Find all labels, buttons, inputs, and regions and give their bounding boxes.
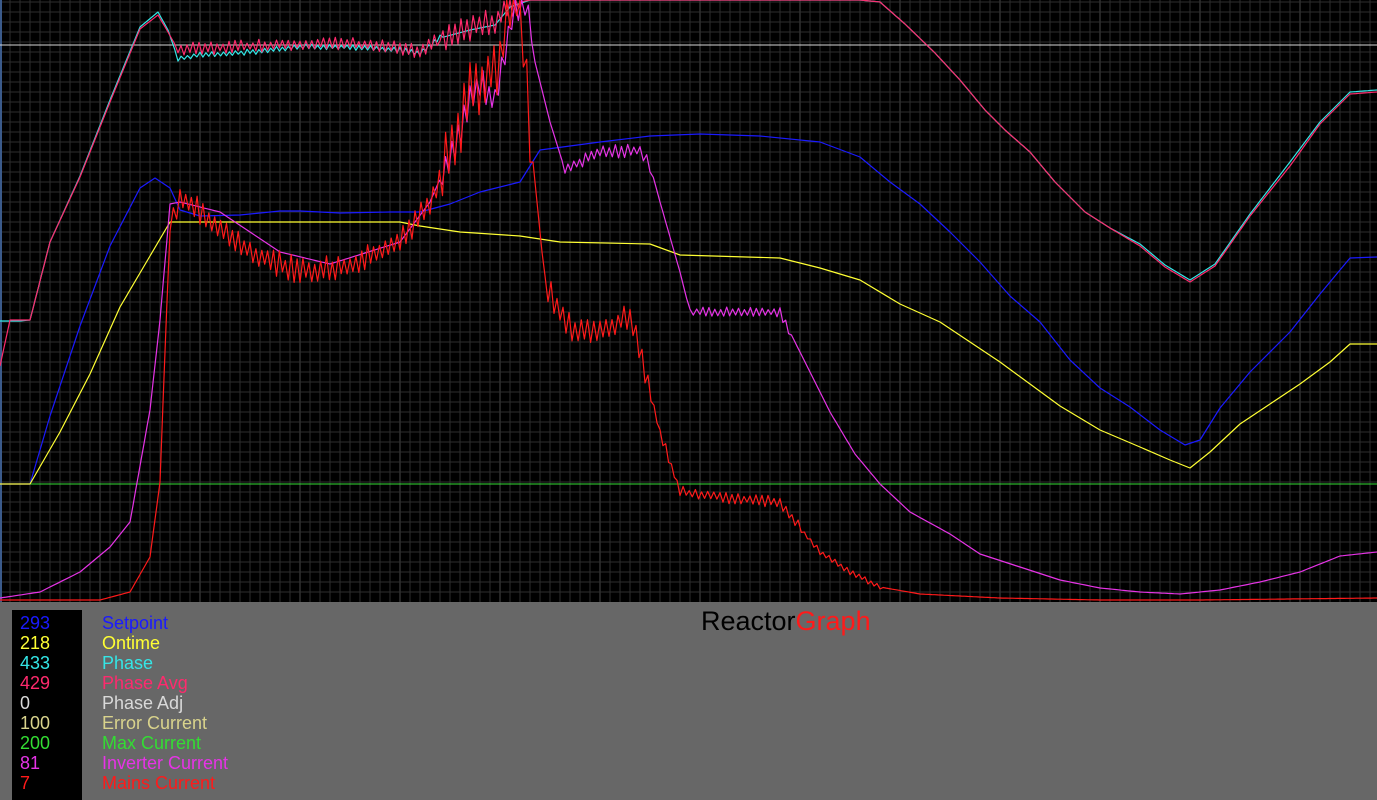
series-lines [0, 0, 1377, 601]
legend-value-mains-current: 7 [20, 773, 31, 793]
legend-label-phase-adj: Phase Adj [102, 693, 184, 713]
legend-label-setpoint: Setpoint [102, 613, 169, 633]
legend-value-phase-adj: 0 [20, 693, 31, 713]
legend-value-ontime: 218 [20, 633, 51, 653]
legend-value-max-current: 200 [20, 733, 51, 753]
legend-value-error-current: 100 [20, 713, 51, 733]
series-line-setpoint [0, 133, 1377, 485]
series-line-ontime [0, 221, 1377, 485]
legend-value-inverter-current: 81 [20, 753, 41, 773]
reactor-graph-plot [0, 0, 1377, 602]
legend-label-inverter-current: Inverter Current [102, 753, 229, 773]
legend-value-phase-avg: 429 [20, 673, 51, 693]
app-title-part2: Graph [795, 606, 871, 636]
legend-label-error-current: Error Current [102, 713, 208, 733]
legend-label-ontime: Ontime [102, 633, 161, 653]
legend-label-phase: Phase [102, 653, 154, 673]
series-line-inverter-current [0, 0, 1377, 599]
value-readout-box: 293 218 433 429 0 100 200 81 7 [12, 610, 82, 800]
legend-label-max-current: Max Current [102, 733, 202, 753]
legend-value-phase: 433 [20, 653, 51, 673]
legend-label-phase-avg: Phase Avg [102, 673, 188, 693]
legend-value-setpoint: 293 [20, 613, 51, 633]
plot-grid [0, 0, 1377, 602]
app-title: ReactorGraph [701, 604, 871, 638]
app-title-part1: Reactor [701, 606, 796, 636]
series-line-phase-avg [0, 0, 1377, 367]
series-line-phase [0, 0, 1377, 322]
legend-label-mains-current: Mains Current [102, 773, 216, 793]
legend-panel: 293 218 433 429 0 100 200 81 7 Setpoint Ontime Pha… [0, 602, 1377, 800]
series-line-mains-current [0, 0, 1377, 601]
